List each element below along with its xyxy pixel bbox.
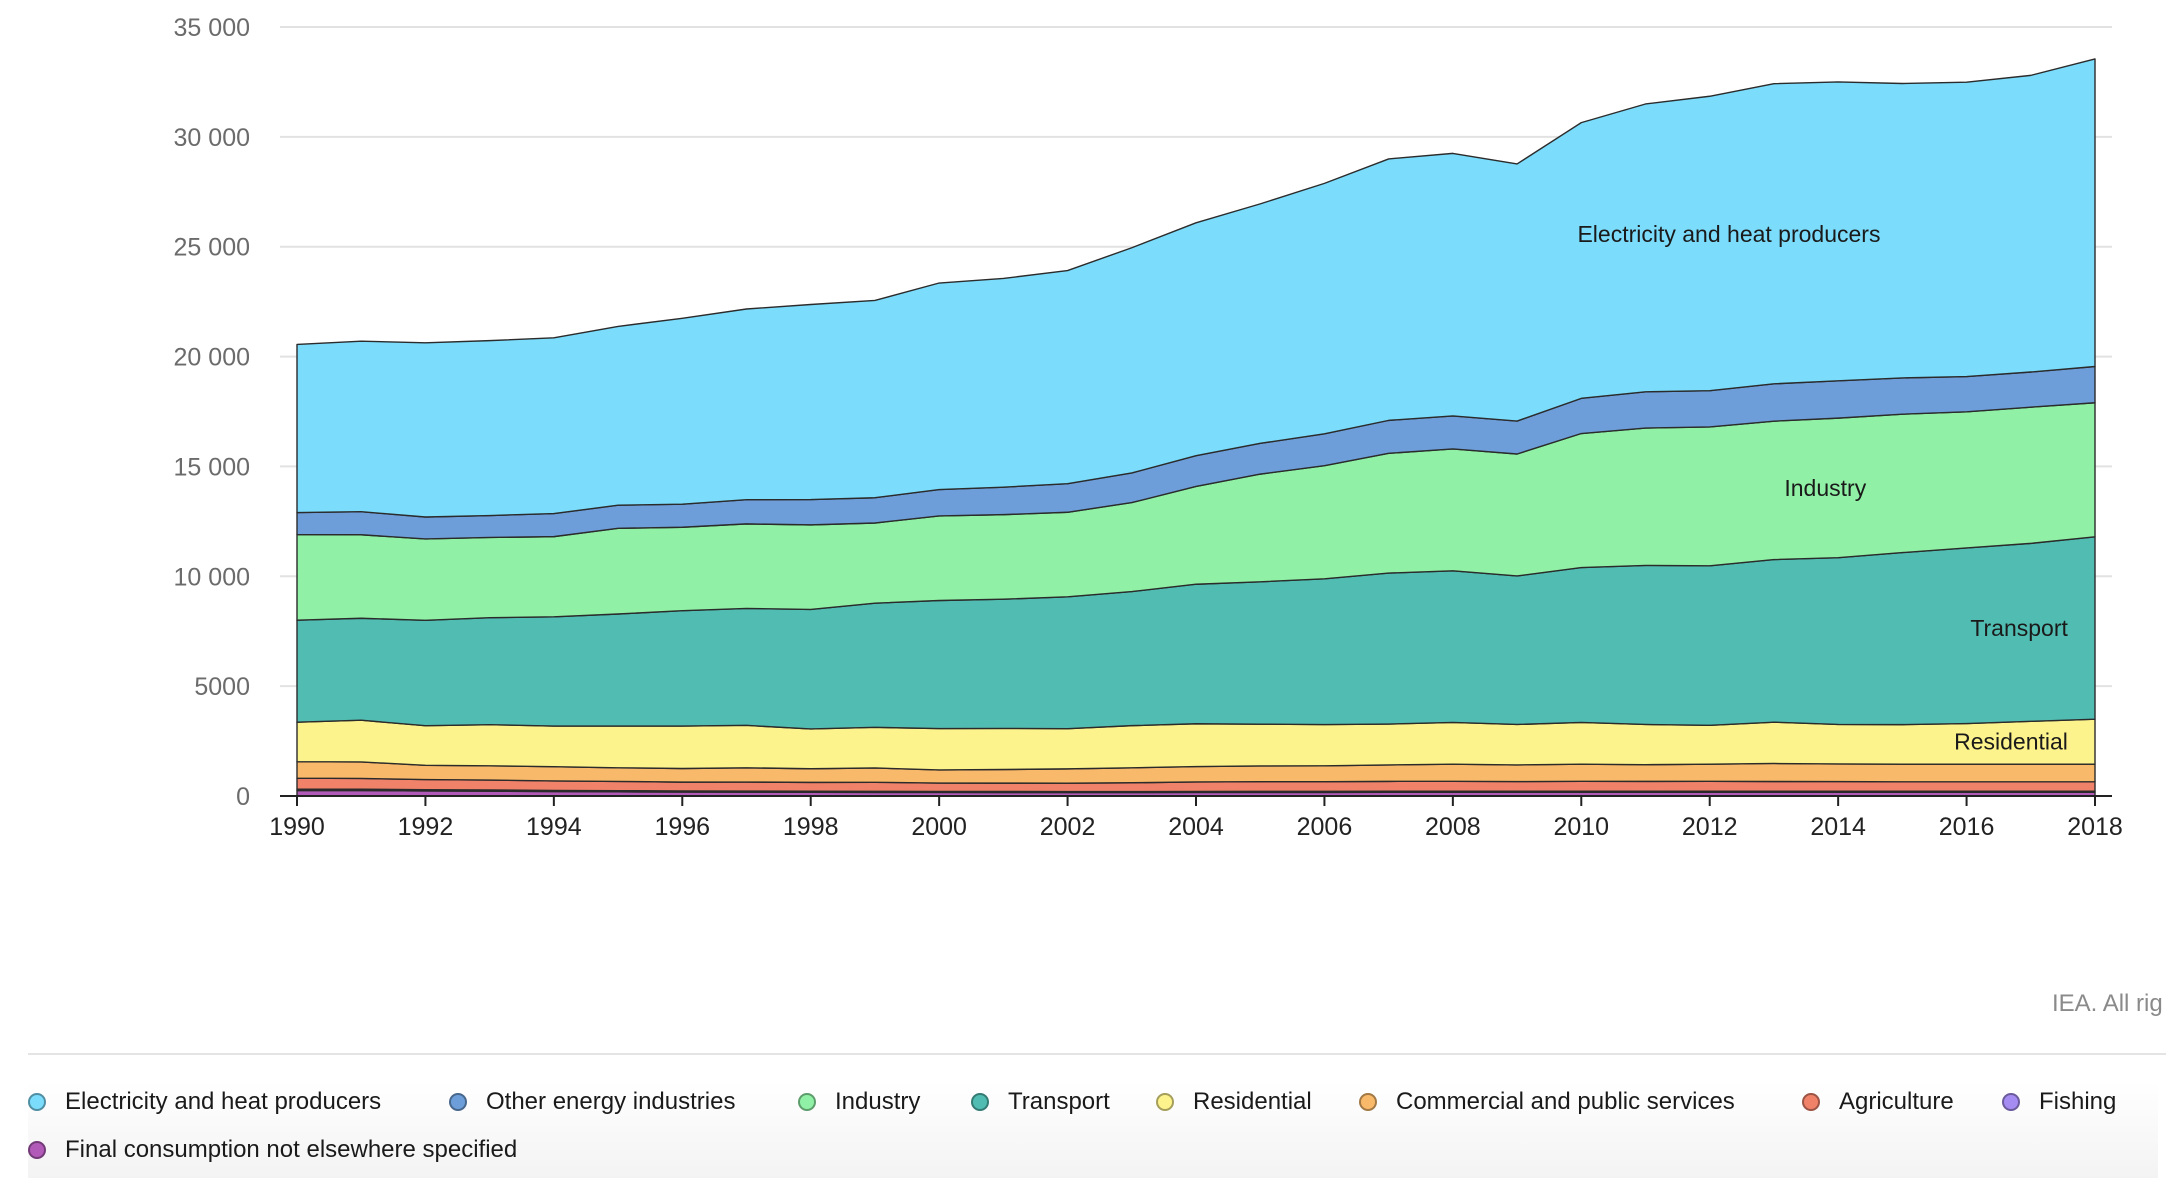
legend-item-industry[interactable]: Industry <box>798 1088 920 1116</box>
y-tick-label: 25 000 <box>174 234 250 262</box>
circle-icon <box>28 1093 46 1111</box>
legend-item-agriculture[interactable]: Agriculture <box>1802 1088 1954 1116</box>
legend-label: Residential <box>1193 1088 1312 1115</box>
area-series <box>296 58 2096 797</box>
legend-item-electricity-heat[interactable]: Electricity and heat producers <box>28 1088 381 1116</box>
circle-icon <box>1359 1093 1377 1111</box>
legend-label: Transport <box>1008 1088 1110 1115</box>
circle-icon <box>28 1141 46 1159</box>
x-tick-label: 2014 <box>1810 813 1866 841</box>
area-labels: Electricity and heat producers Industry Tr… <box>1577 221 2068 755</box>
circle-icon <box>2002 1093 2020 1111</box>
circle-icon <box>1156 1093 1174 1111</box>
x-tick-label: 2000 <box>911 813 967 841</box>
x-tick-label: 1992 <box>398 813 454 841</box>
legend-label: Electricity and heat producers <box>65 1088 382 1115</box>
y-tick-label: 35 000 <box>174 14 250 42</box>
legend-label: Other energy industries <box>486 1088 736 1115</box>
circle-icon <box>449 1093 467 1111</box>
x-tick-label: 2004 <box>1168 813 1224 841</box>
area-label: Industry <box>1784 475 1866 501</box>
source-credit: IEA. All rig <box>2052 990 2163 1017</box>
legend-label: Final consumption not elsewhere specifie… <box>65 1136 518 1163</box>
x-tick-label: 1990 <box>269 813 325 841</box>
legend-item-final-consumption[interactable]: Final consumption not elsewhere specifie… <box>28 1136 517 1164</box>
legend-divider <box>28 1053 2166 1055</box>
area-residential <box>296 718 2096 771</box>
x-tick-label: 2006 <box>1297 813 1353 841</box>
circle-icon <box>1802 1093 1820 1111</box>
area-label: Transport <box>1970 615 2068 641</box>
x-tick-label: 2012 <box>1682 813 1738 841</box>
legend-item-residential[interactable]: Residential <box>1156 1088 1312 1116</box>
y-tick-label: 10 000 <box>174 563 250 591</box>
legend-label: Fishing <box>2039 1088 2117 1115</box>
area-label: Electricity and heat producers <box>1577 221 1880 247</box>
area-label: Residential <box>1954 729 2068 755</box>
x-tick-label: 2018 <box>2067 813 2123 841</box>
circle-icon <box>971 1093 989 1111</box>
legend-item-transport[interactable]: Transport <box>971 1088 1110 1116</box>
legend-label: Commercial and public services <box>1396 1088 1735 1115</box>
circle-icon <box>798 1093 816 1111</box>
y-tick-label: 30 000 <box>174 124 250 152</box>
area-electricity-and-heat-producers <box>296 58 2096 518</box>
legend-label: Agriculture <box>1839 1088 1954 1115</box>
legend-item-fishing[interactable]: Fishing <box>2002 1088 2116 1116</box>
x-tick-label: 2008 <box>1425 813 1481 841</box>
y-tick-label: 5000 <box>194 673 250 701</box>
y-tick-label: 0 <box>236 783 250 811</box>
x-tick-label: 2002 <box>1040 813 1096 841</box>
x-tick-label: 1998 <box>783 813 839 841</box>
x-tick-label: 1994 <box>526 813 582 841</box>
axes: 0 5000 10 000 15 000 20 000 25 000 30 000 35 00… <box>174 14 2123 841</box>
legend-item-other-energy[interactable]: Other energy industries <box>449 1088 735 1116</box>
legend: Electricity and heat producers Other ene… <box>28 1082 2158 1178</box>
legend-item-commercial[interactable]: Commercial and public services <box>1359 1088 1735 1116</box>
y-tick-label: 15 000 <box>174 453 250 481</box>
x-tick-label: 1996 <box>654 813 710 841</box>
y-tick-label: 20 000 <box>174 344 250 372</box>
x-tick-label: 2010 <box>1553 813 1609 841</box>
x-tick-label: 2016 <box>1939 813 1995 841</box>
legend-label: Industry <box>835 1088 921 1115</box>
